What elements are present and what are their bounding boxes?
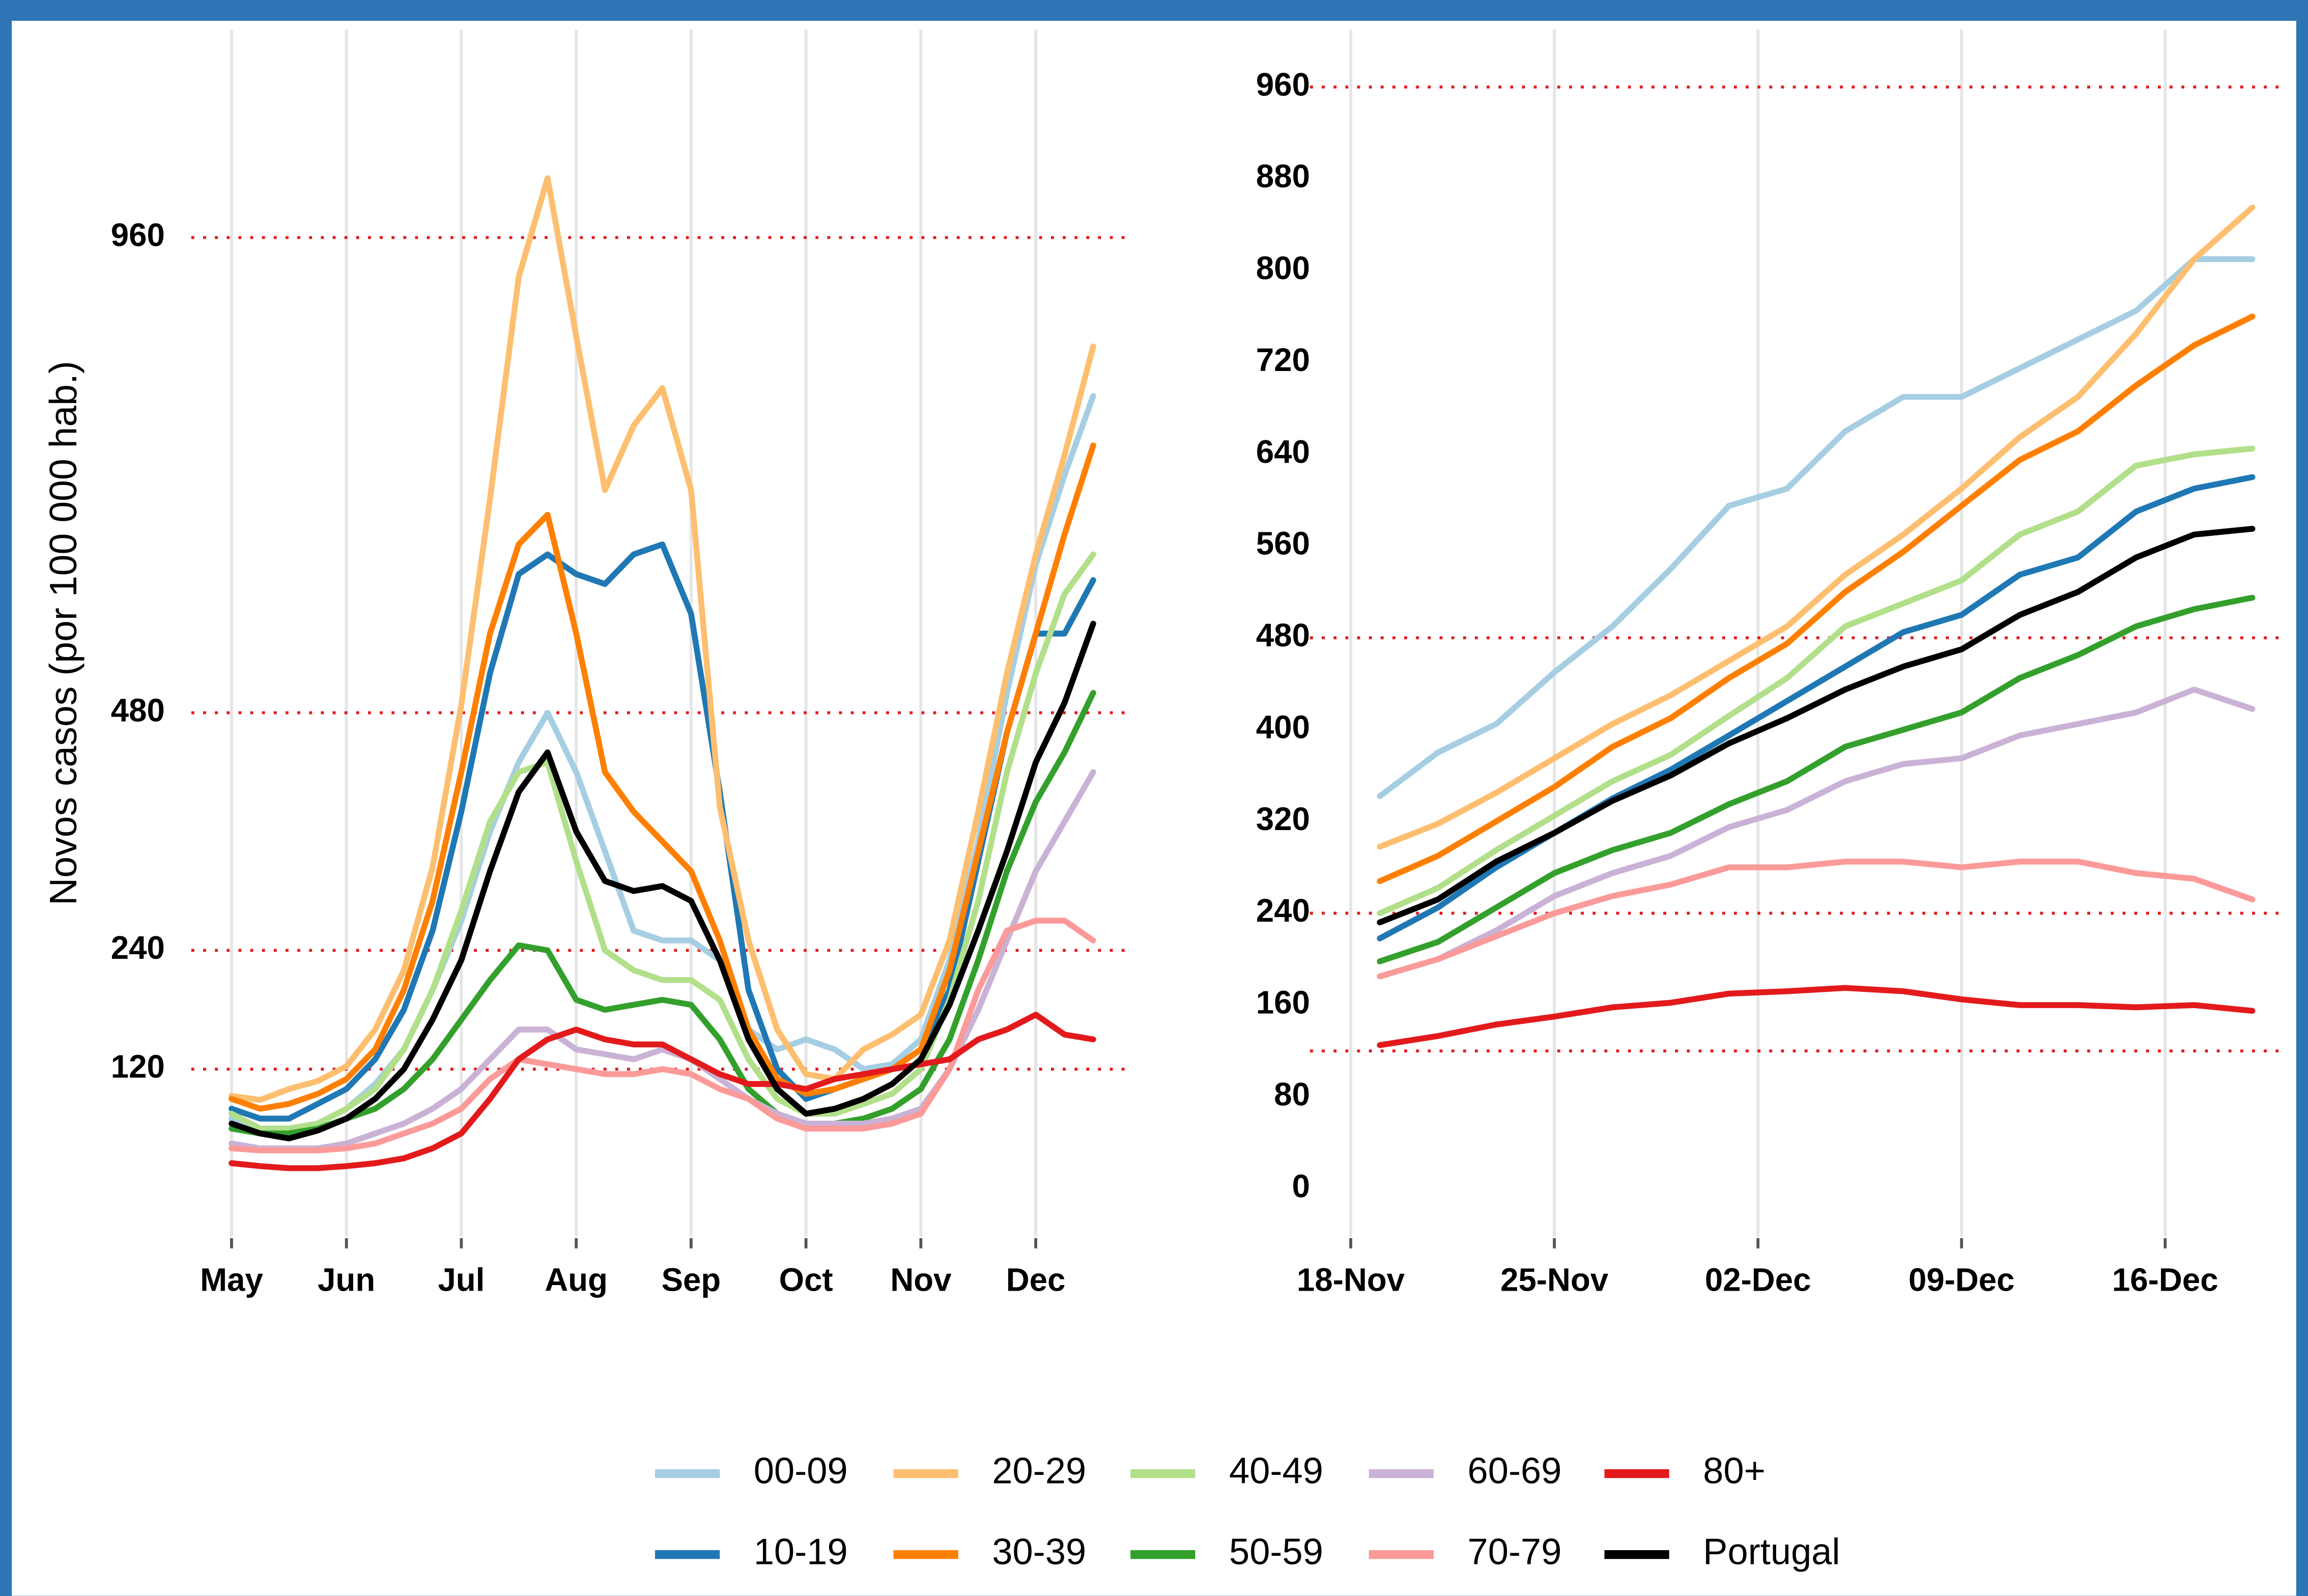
y-tick-label: 880 [1256, 158, 1310, 194]
legend-label: Portugal [1703, 1532, 1840, 1573]
x-tick-label: Jun [318, 1262, 375, 1298]
series-line [1377, 526, 2256, 926]
legend-label: 80+ [1703, 1451, 1765, 1492]
y-tick-label: 720 [1256, 342, 1310, 378]
y-tick-label: 320 [1256, 801, 1310, 837]
x-tick-label: May [200, 1262, 263, 1298]
y-tick-label: 960 [1256, 67, 1310, 103]
y-tick-label: 120 [111, 1049, 165, 1085]
x-tick-label: Nov [890, 1262, 952, 1298]
series-line [1377, 859, 2256, 980]
x-tick-label: Aug [545, 1262, 608, 1298]
series-line [1377, 445, 2256, 917]
series-line [229, 918, 1096, 1154]
y-tick-label: 240 [1256, 893, 1310, 929]
series-line [229, 690, 1096, 1136]
series-line [229, 175, 1096, 1103]
y-tick-label: 80 [1274, 1076, 1310, 1113]
legend-label: 50-59 [1229, 1532, 1323, 1573]
x-tick-label: Oct [779, 1262, 833, 1298]
x-tick-label: 25-Nov [1500, 1262, 1609, 1298]
y-tick-label: 960 [111, 217, 165, 253]
series-line [1377, 985, 2256, 1048]
x-tick-label: Sep [662, 1262, 721, 1298]
series-line [1377, 594, 2256, 964]
legend-label: 20-29 [992, 1451, 1086, 1492]
y-tick-label: 480 [1256, 617, 1310, 653]
legend-label: 60-69 [1468, 1451, 1562, 1492]
y-tick-label: 800 [1256, 250, 1310, 287]
y-axis-title: Novos casos (por 100 000 hab.) [42, 361, 84, 905]
y-tick-label: 400 [1256, 709, 1310, 745]
y-tick-label: 480 [111, 692, 165, 728]
x-tick-label: 16-Dec [2112, 1262, 2218, 1298]
y-tick-label: 560 [1256, 526, 1310, 562]
series-line [229, 620, 1096, 1142]
y-tick-label: 240 [111, 930, 165, 966]
legend-label: 00-09 [754, 1451, 848, 1492]
series-line [1377, 256, 2256, 800]
legend-label: 10-19 [754, 1532, 848, 1573]
x-tick-label: Jul [438, 1262, 485, 1298]
legend-label: 30-39 [992, 1532, 1086, 1573]
x-tick-label: 02-Dec [1705, 1262, 1811, 1298]
x-tick-label: Dec [1006, 1262, 1066, 1298]
series-line [229, 442, 1096, 1112]
y-tick-label: 640 [1256, 434, 1310, 470]
x-tick-label: 09-Dec [1908, 1262, 2015, 1298]
legend-label: 70-79 [1468, 1532, 1562, 1573]
x-tick-label: 18-Nov [1297, 1262, 1405, 1298]
y-tick-label: 160 [1256, 985, 1310, 1021]
series-line [1377, 687, 2256, 980]
background [12, 20, 2296, 1596]
legend-label: 40-49 [1229, 1451, 1323, 1492]
series-line [1377, 314, 2256, 885]
series-line [1377, 204, 2256, 850]
series-line [229, 1011, 1096, 1172]
y-tick-label: 0 [1292, 1168, 1310, 1204]
